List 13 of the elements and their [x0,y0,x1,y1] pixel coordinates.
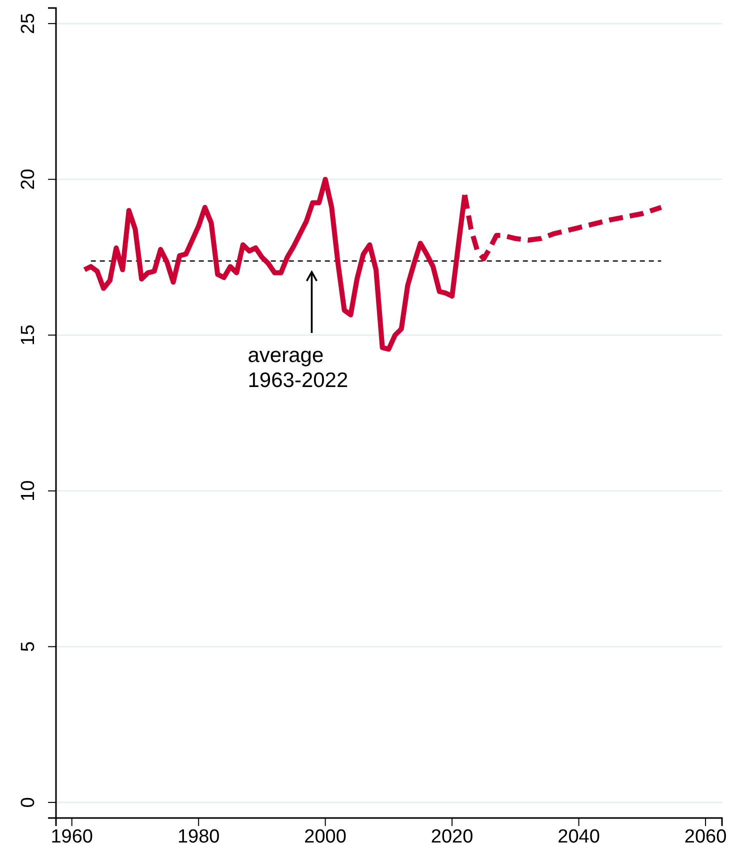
x-tick-label: 1960 [50,826,93,848]
x-tick-label: 2060 [684,826,727,848]
x-tick-label: 1980 [177,826,220,848]
x-tick-label: 2020 [430,826,474,848]
y-tick-label: 5 [18,641,39,652]
y-tick-label: 10 [18,480,39,502]
x-tick-label: 2000 [304,826,346,848]
x-tick-label: 2040 [558,826,600,848]
y-tick-label: 15 [18,324,39,346]
y-tick-label: 20 [18,168,39,190]
y-tick-label: 25 [18,13,39,34]
y-tick-label: 0 [18,797,39,808]
annotation: average 1963-2022 [248,344,348,392]
